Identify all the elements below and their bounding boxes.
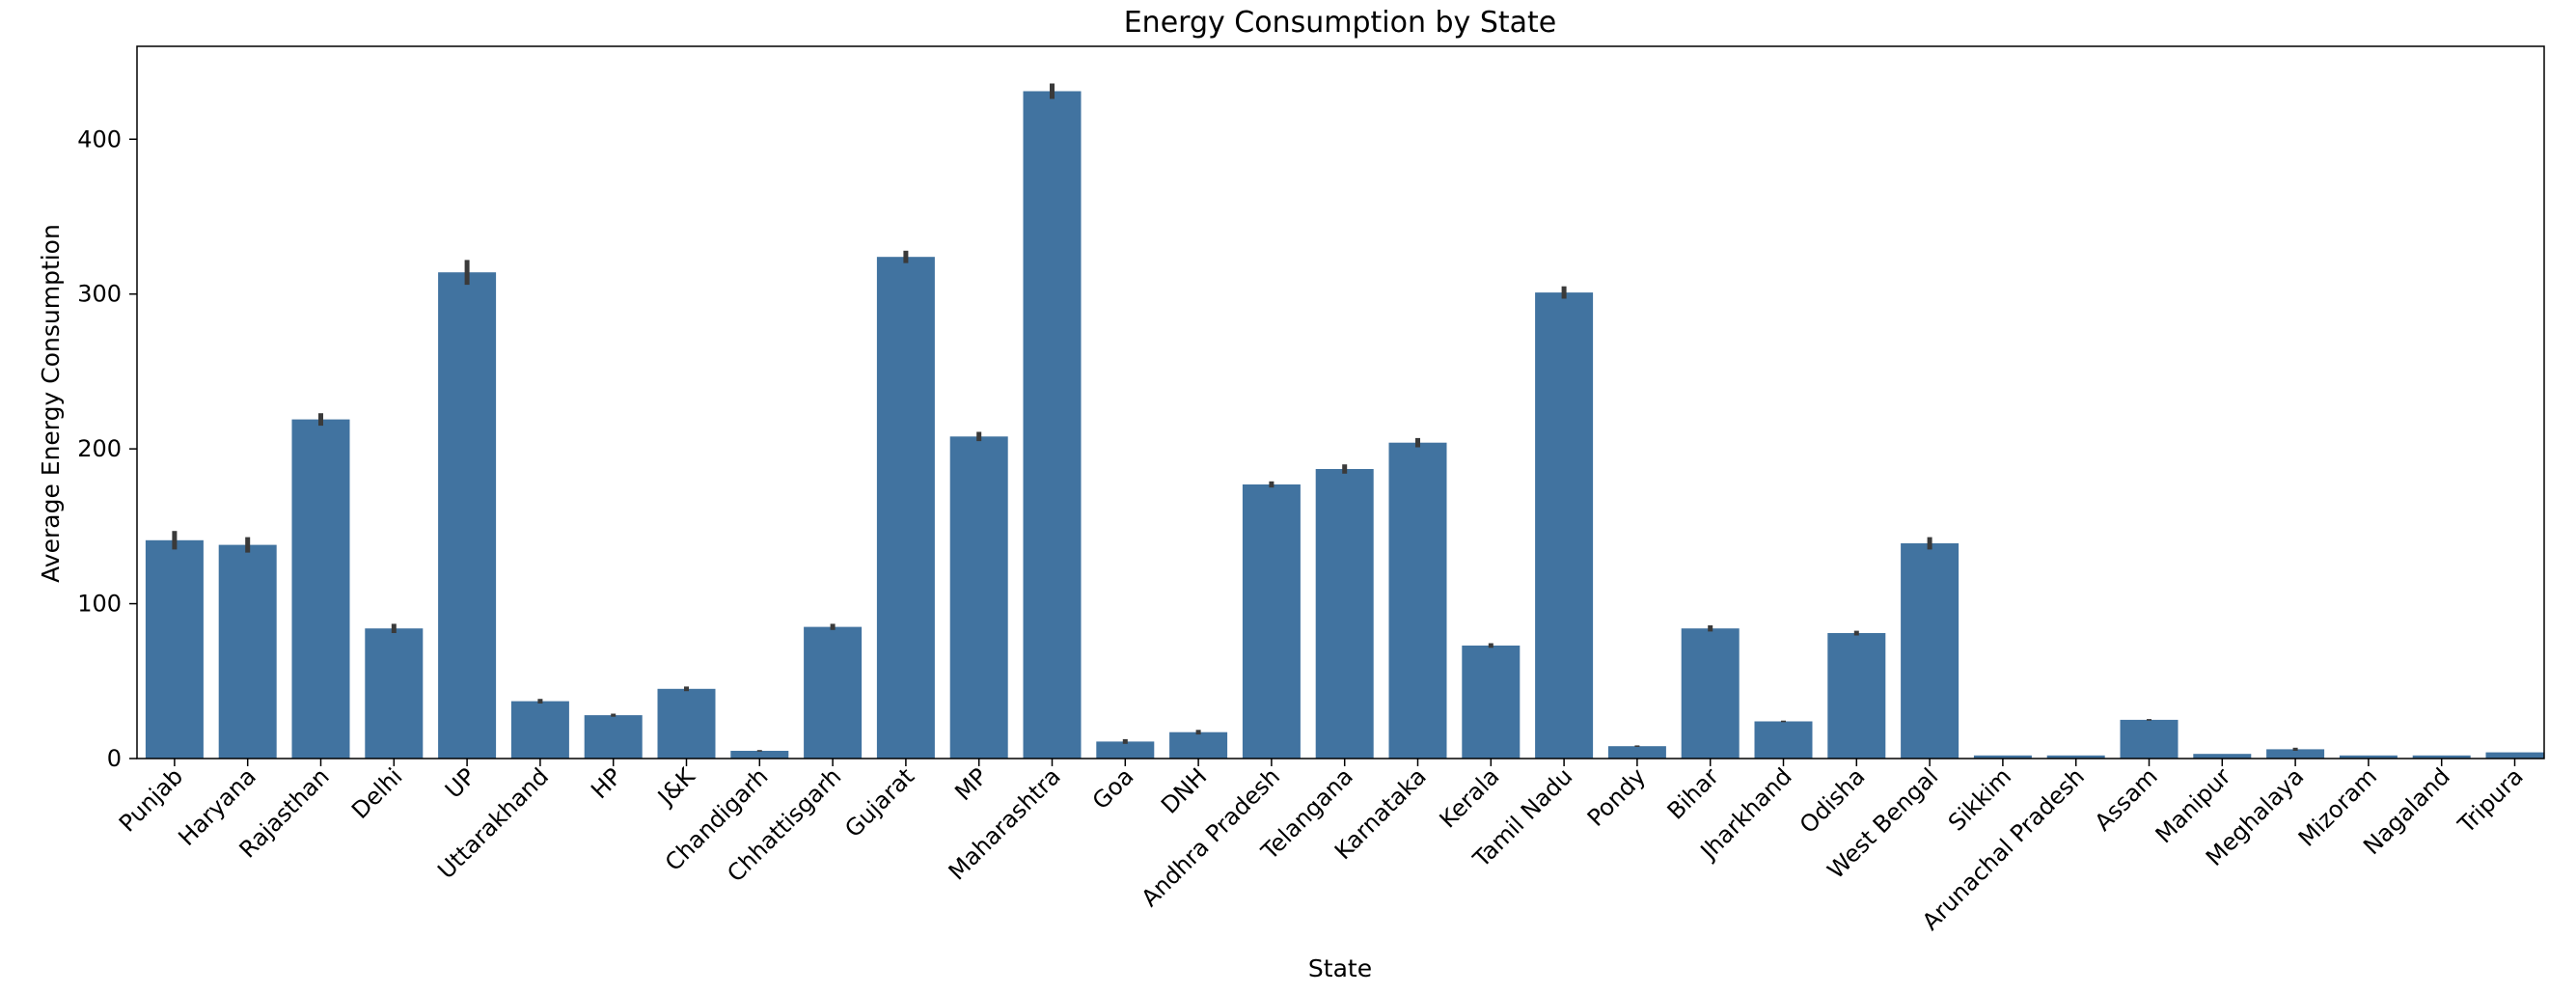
x-tick-label: Tripura xyxy=(2453,762,2529,839)
bar-nagaland xyxy=(2412,755,2471,759)
y-axis-label: Average Energy Consumption xyxy=(37,224,65,583)
y-tick-label: 200 xyxy=(77,435,122,462)
x-tick-label: Assam xyxy=(2090,762,2163,836)
bar-gujarat xyxy=(876,257,935,759)
bar-j-k xyxy=(657,688,716,759)
bar-haryana xyxy=(218,544,277,759)
x-tick-label: Delhi xyxy=(346,762,407,823)
x-tick-label: Pondy xyxy=(1582,762,1651,831)
bar-tamil-nadu xyxy=(1535,292,1594,759)
y-tick-label: 0 xyxy=(107,745,122,772)
error-bars-group xyxy=(172,83,2298,752)
bar-arunachal-pradesh xyxy=(2046,755,2105,759)
bar-up xyxy=(438,272,497,759)
bar-maharashtra xyxy=(1023,91,1082,759)
bar-manipur xyxy=(2193,754,2252,759)
bar-hp xyxy=(584,715,643,759)
y-axis-ticks: 0 100 200 300 400 xyxy=(77,125,137,772)
bar-mp xyxy=(949,436,1008,759)
bar-chhattisgarh xyxy=(804,626,863,759)
x-tick-label: Andhra Pradesh xyxy=(1137,762,1286,912)
bar-telangana xyxy=(1315,469,1374,759)
bar-assam xyxy=(2120,719,2179,759)
bar-chandigarh xyxy=(730,751,789,759)
x-tick-label: Punjab xyxy=(114,762,188,837)
x-axis-label: State xyxy=(1308,954,1372,982)
bar-meghalaya xyxy=(2266,749,2325,759)
x-tick-label: MP xyxy=(949,762,993,806)
bars-group xyxy=(145,91,2544,759)
x-tick-label: Sikkim xyxy=(1943,762,2016,836)
bar-goa xyxy=(1096,741,1155,759)
y-tick-label: 300 xyxy=(77,281,122,308)
x-tick-label: Goa xyxy=(1087,762,1139,815)
bar-kerala xyxy=(1462,645,1521,759)
y-tick-label: 400 xyxy=(77,125,122,152)
x-tick-label: Gujarat xyxy=(839,762,919,842)
x-tick-label: Kerala xyxy=(1435,762,1505,833)
bar-west-bengal xyxy=(1901,543,1959,759)
bar-karnataka xyxy=(1388,442,1447,759)
bar-punjab xyxy=(145,539,204,759)
bar-pondy xyxy=(1607,746,1666,759)
bar-sikkim xyxy=(1973,755,2032,759)
bar-rajasthan xyxy=(291,419,350,759)
bar-dnh xyxy=(1169,732,1228,759)
x-tick-label: UP xyxy=(440,762,480,803)
chart-title: Energy Consumption by State xyxy=(1124,6,1557,40)
bar-jharkhand xyxy=(1754,721,1813,759)
bar-uttarakhand xyxy=(510,701,569,759)
y-tick-label: 100 xyxy=(77,591,122,618)
bar-tripura xyxy=(2485,752,2544,759)
bar-mizoram xyxy=(2339,755,2398,759)
bar-bihar xyxy=(1681,628,1740,759)
x-tick-label: HP xyxy=(586,762,627,804)
bar-andhra-pradesh xyxy=(1242,484,1301,759)
x-tick-label: Bihar xyxy=(1662,762,1724,824)
x-tick-label: J&K xyxy=(651,762,700,812)
x-tick-label: DNH xyxy=(1156,762,1212,818)
bar-delhi xyxy=(365,628,424,759)
plot-frame xyxy=(136,45,2545,759)
bar-odisha xyxy=(1827,633,1886,759)
